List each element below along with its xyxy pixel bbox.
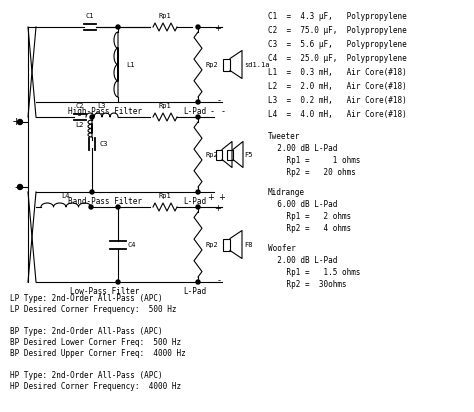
Text: Midrange: Midrange [268, 188, 305, 197]
Text: +: + [207, 193, 214, 202]
Text: 2.00 dB L-Pad: 2.00 dB L-Pad [268, 256, 337, 265]
Text: C2: C2 [76, 103, 84, 109]
Text: Rp1: Rp1 [159, 103, 172, 109]
Text: C3  =  5.6 μF,   Polypropylene: C3 = 5.6 μF, Polypropylene [268, 40, 407, 49]
Text: LP Type: 2nd-Order All-Pass (APC): LP Type: 2nd-Order All-Pass (APC) [10, 294, 163, 303]
Text: 2.00 dB L-Pad: 2.00 dB L-Pad [268, 144, 337, 153]
Text: HP Desired Corner Frequency:  4000 Hz: HP Desired Corner Frequency: 4000 Hz [10, 382, 181, 391]
Text: Band-Pass Filter: Band-Pass Filter [68, 197, 142, 206]
Circle shape [116, 280, 120, 284]
Circle shape [196, 190, 200, 194]
Text: sd1.1a: sd1.1a [244, 61, 270, 68]
Text: -: - [218, 276, 221, 286]
Text: C3: C3 [100, 141, 109, 147]
Circle shape [116, 25, 120, 29]
Text: Rp2 =  30ohms: Rp2 = 30ohms [268, 280, 346, 289]
Text: 6.00 dB L-Pad: 6.00 dB L-Pad [268, 200, 337, 209]
Circle shape [90, 115, 94, 119]
Text: L-Pad: L-Pad [183, 107, 207, 116]
Text: Rp2: Rp2 [206, 152, 219, 157]
Text: Low-Pass Filter: Low-Pass Filter [70, 287, 140, 296]
Text: Rp2: Rp2 [206, 61, 219, 68]
Text: -: - [211, 107, 214, 116]
Text: L1  =  0.3 mH,   Air Core(#18): L1 = 0.3 mH, Air Core(#18) [268, 68, 407, 77]
Text: L3: L3 [98, 103, 106, 109]
Text: L3  =  0.2 mH,   Air Core(#18): L3 = 0.2 mH, Air Core(#18) [268, 96, 407, 105]
Text: C4  =  25.0 μF,  Polypropylene: C4 = 25.0 μF, Polypropylene [268, 54, 407, 63]
Circle shape [196, 205, 200, 209]
Circle shape [196, 25, 200, 29]
Circle shape [196, 280, 200, 284]
Text: C1: C1 [86, 13, 94, 19]
Text: Woofer: Woofer [268, 244, 296, 253]
Text: -: - [218, 96, 221, 105]
Circle shape [18, 119, 22, 124]
Circle shape [196, 115, 200, 119]
Text: Rp1: Rp1 [159, 13, 172, 19]
Circle shape [18, 185, 22, 190]
Text: +: + [218, 193, 225, 202]
Text: L-Pad: L-Pad [183, 197, 207, 206]
Bar [216, 150, 222, 159]
Text: +: + [214, 23, 221, 33]
Text: L1: L1 [126, 61, 135, 68]
Bar [223, 239, 230, 250]
Text: F5: F5 [244, 152, 253, 157]
Text: Rp1 =     1 ohms: Rp1 = 1 ohms [268, 156, 361, 165]
Circle shape [89, 205, 93, 209]
Text: Tweeter: Tweeter [268, 132, 301, 141]
Text: BP Desired Upper Corner Freq:  4000 Hz: BP Desired Upper Corner Freq: 4000 Hz [10, 349, 186, 358]
Circle shape [116, 205, 120, 209]
Circle shape [196, 100, 200, 104]
Text: Rp2: Rp2 [206, 241, 219, 248]
Text: L2  =  2.0 mH,   Air Core(#18): L2 = 2.0 mH, Air Core(#18) [268, 82, 407, 91]
Text: Rp1 =   1.5 ohms: Rp1 = 1.5 ohms [268, 268, 361, 277]
Text: Rp1 =   2 ohms: Rp1 = 2 ohms [268, 212, 351, 221]
Text: High-Pass Filter: High-Pass Filter [68, 107, 142, 116]
Text: BP Type: 2nd-Order All-Pass (APC): BP Type: 2nd-Order All-Pass (APC) [10, 327, 163, 336]
Text: LP Desired Corner Frequency:  500 Hz: LP Desired Corner Frequency: 500 Hz [10, 305, 176, 314]
Text: L-Pad: L-Pad [183, 287, 207, 296]
Bar [227, 150, 233, 159]
Text: L4: L4 [62, 193, 70, 199]
Text: L4  =  4.0 mH,   Air Core(#18): L4 = 4.0 mH, Air Core(#18) [268, 110, 407, 119]
Text: BP Desired Lower Corner Freq:  500 Hz: BP Desired Lower Corner Freq: 500 Hz [10, 338, 181, 347]
Bar [223, 59, 230, 70]
Circle shape [90, 190, 94, 194]
Text: C4: C4 [128, 241, 137, 248]
Text: L2: L2 [75, 122, 84, 127]
Text: Rp2 =   20 ohms: Rp2 = 20 ohms [268, 168, 356, 177]
Text: +: + [11, 117, 21, 127]
Text: C2  =  75.0 μF,  Polypropylene: C2 = 75.0 μF, Polypropylene [268, 26, 407, 35]
Text: +: + [214, 204, 221, 213]
Text: HP Type: 2nd-Order All-Pass (APC): HP Type: 2nd-Order All-Pass (APC) [10, 371, 163, 380]
Text: -: - [222, 107, 225, 116]
Text: F8: F8 [244, 241, 253, 248]
Text: -: - [14, 182, 18, 192]
Text: Rp1: Rp1 [159, 193, 172, 199]
Text: C1  =  4.3 μF,   Polypropylene: C1 = 4.3 μF, Polypropylene [268, 12, 407, 21]
Text: Rp2 =   4 ohms: Rp2 = 4 ohms [268, 224, 351, 233]
